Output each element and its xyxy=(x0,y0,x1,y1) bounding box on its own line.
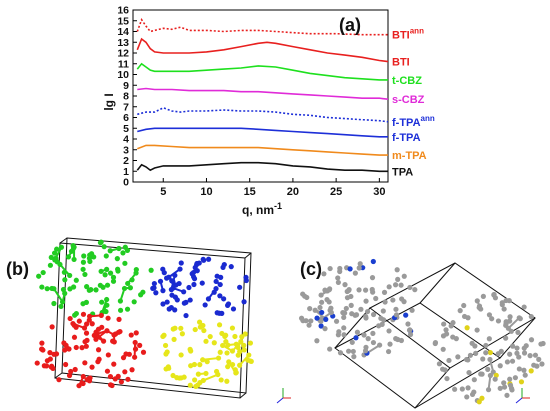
y-tick-label: 3 xyxy=(123,144,129,156)
x-tick-label: 25 xyxy=(330,186,342,198)
x-tick-label: 5 xyxy=(160,186,166,198)
series-line-0 xyxy=(136,17,388,36)
y-tick-label: 16 xyxy=(117,5,129,17)
series-label-5: f-TPA xyxy=(392,132,421,144)
series-label-name: BTI xyxy=(392,57,410,69)
series-label-name: f-TPA xyxy=(392,132,421,144)
x-axis-label: q, nm-1 xyxy=(242,201,282,217)
axis-triad-b xyxy=(276,388,291,404)
series-line-5 xyxy=(137,127,388,138)
series-label-name: s-CBZ xyxy=(392,94,425,106)
molecule-green-b xyxy=(36,239,154,318)
series-label-name: TPA xyxy=(392,166,413,178)
series-label-name: m-TPA xyxy=(392,150,427,162)
y-tick-label: 1 xyxy=(123,166,129,178)
y-tick-label: 11 xyxy=(118,58,129,70)
y-tick-label: 7 xyxy=(123,101,129,113)
series-line-4 xyxy=(137,106,389,123)
y-tick-label: 0 xyxy=(123,177,129,189)
series-line-7 xyxy=(136,161,388,173)
molecule-red-b xyxy=(34,311,147,389)
crystal-packing-b xyxy=(34,237,291,404)
series-label-3: s-CBZ xyxy=(392,94,425,106)
x-tick-label: 20 xyxy=(287,186,299,198)
y-axis-label: lg I xyxy=(102,93,116,110)
y-tick-label: 6 xyxy=(123,112,129,124)
y-tick-label: 4 xyxy=(123,134,129,146)
series-line-3 xyxy=(137,87,389,100)
crystal-packing-c xyxy=(298,258,546,409)
series-label-1: BTI xyxy=(392,57,410,69)
series-label-sup: ann xyxy=(421,114,435,123)
y-tick-label: 13 xyxy=(117,37,129,49)
y-tick-label: 9 xyxy=(123,80,129,92)
molecule-right-c xyxy=(432,291,546,405)
y-tick-label: 10 xyxy=(117,69,129,81)
panel-label-a: (a) xyxy=(339,15,361,35)
y-tick-label: 5 xyxy=(123,123,129,135)
unit-cell-b xyxy=(54,237,252,399)
plot-frame xyxy=(132,9,389,183)
series-line-1 xyxy=(136,37,389,63)
series-label-sup: ann xyxy=(410,27,424,36)
x-axis: 5 10 15 20 25 30 xyxy=(160,178,385,198)
series-label-0: BTIann xyxy=(392,27,424,42)
x-axis-label-exponent: -1 xyxy=(274,201,282,211)
y-tick-label: 14 xyxy=(117,26,129,38)
series-label-name: f-TPA xyxy=(392,117,421,129)
molecule-clusters-c xyxy=(298,258,546,405)
series-label-7: TPA xyxy=(392,166,413,178)
unit-cell-c xyxy=(334,262,536,409)
series-label-2: t-CBZ xyxy=(392,75,422,87)
molecule-left-c xyxy=(298,258,418,360)
series-line-6 xyxy=(137,144,388,156)
panel-label-b: (b) xyxy=(6,259,29,279)
series-line-2 xyxy=(136,62,388,81)
x-tick-label: 15 xyxy=(244,186,256,198)
molecule-blue-b xyxy=(150,256,249,319)
y-tick-label: 2 xyxy=(123,155,129,167)
series-layer xyxy=(136,17,389,173)
panel-label-c: (c) xyxy=(300,259,322,279)
series-label-4: f-TPAann xyxy=(392,114,435,129)
axis-triad-c xyxy=(515,388,530,404)
x-axis-label-text: q, nm xyxy=(242,203,274,217)
series-label-name: t-CBZ xyxy=(392,75,422,87)
y-tick-label: 15 xyxy=(117,15,129,27)
y-tick-label: 8 xyxy=(123,91,129,103)
y-tick-label: 12 xyxy=(117,48,129,60)
molecule-clusters-b xyxy=(34,239,254,390)
series-label-name: BTI xyxy=(392,30,410,42)
x-tick-label: 10 xyxy=(200,186,212,198)
molecule-yellow-b xyxy=(160,319,254,390)
x-tick-label: 30 xyxy=(373,186,385,198)
series-label-6: m-TPA xyxy=(392,150,427,162)
